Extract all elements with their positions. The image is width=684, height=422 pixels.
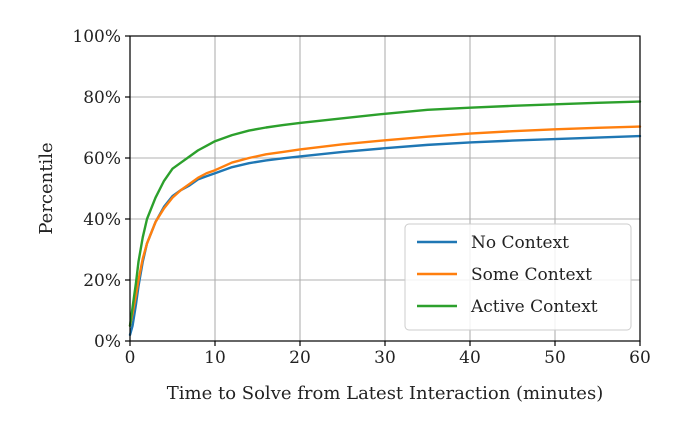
- y-tick-label: 0%: [94, 332, 121, 352]
- y-tick-label: 100%: [72, 27, 121, 47]
- series-lines: [128, 100, 642, 337]
- legend-label-some-context: Some Context: [471, 265, 592, 285]
- y-tick-label: 20%: [83, 271, 121, 291]
- x-tick-label: 50: [544, 348, 566, 368]
- x-tick-label: 40: [459, 348, 481, 368]
- y-tick-label: 40%: [83, 210, 121, 230]
- y-tick-label: 60%: [83, 149, 121, 169]
- series-line-active-context: [128, 100, 642, 327]
- axis-ticks: [125, 35, 641, 346]
- axis-tick-labels: 0 10 20 30 40 50 60 0% 20% 40% 60% 80% 100%: [72, 27, 650, 368]
- x-axis-label: Time to Solve from Latest Interaction (m…: [167, 383, 603, 404]
- x-tick-label: 10: [204, 348, 226, 368]
- series-line-some-context: [128, 125, 642, 327]
- legend-label-active-context: Active Context: [470, 297, 598, 317]
- x-tick-label: 60: [629, 348, 651, 368]
- x-tick-label: 20: [289, 348, 311, 368]
- legend-box: [404, 223, 632, 331]
- legend: No Context Some Context Active Context: [404, 223, 632, 331]
- x-tick-label: 0: [125, 348, 136, 368]
- y-axis-label: Percentile: [36, 142, 57, 234]
- legend-label-no-context: No Context: [471, 233, 569, 253]
- y-tick-label: 80%: [83, 88, 121, 108]
- x-tick-label: 30: [374, 348, 396, 368]
